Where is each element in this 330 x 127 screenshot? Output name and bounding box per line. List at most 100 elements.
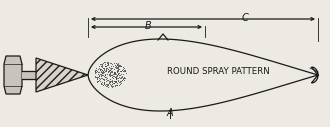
Point xyxy=(100,70,106,72)
Point xyxy=(100,78,105,80)
Point xyxy=(95,71,100,73)
Point xyxy=(111,62,116,64)
Point xyxy=(99,83,104,85)
Polygon shape xyxy=(36,58,88,92)
Point xyxy=(94,78,100,80)
Point xyxy=(116,81,122,83)
Point xyxy=(117,65,123,67)
Point xyxy=(110,67,115,69)
Point xyxy=(92,71,97,73)
Point xyxy=(113,66,118,68)
Point xyxy=(115,69,120,71)
Point xyxy=(92,69,98,71)
Point xyxy=(112,82,117,84)
Point xyxy=(115,75,120,77)
Point xyxy=(112,73,117,75)
Point xyxy=(123,72,128,74)
Point xyxy=(120,76,125,78)
Point xyxy=(117,77,122,80)
Point xyxy=(108,81,113,83)
Polygon shape xyxy=(4,56,22,94)
Point xyxy=(105,62,110,64)
Point xyxy=(94,77,99,79)
Point xyxy=(93,76,98,78)
Point xyxy=(112,66,117,68)
Point xyxy=(100,74,105,76)
Point xyxy=(106,63,111,65)
Point xyxy=(121,77,127,79)
Point xyxy=(119,75,125,77)
Point xyxy=(113,72,118,74)
Point xyxy=(113,76,118,78)
Point xyxy=(111,82,116,84)
Point xyxy=(98,69,103,71)
Point xyxy=(115,84,120,86)
Point xyxy=(107,78,113,80)
Point xyxy=(112,72,117,74)
Point xyxy=(108,65,114,67)
Point xyxy=(108,83,113,85)
Point xyxy=(101,69,107,71)
Point xyxy=(99,74,104,76)
Point xyxy=(113,77,118,79)
Point xyxy=(101,84,106,86)
Point xyxy=(121,69,127,71)
Point xyxy=(109,67,114,69)
Point xyxy=(118,70,124,73)
Point xyxy=(105,84,110,86)
Point xyxy=(93,71,99,73)
Point xyxy=(119,70,124,72)
Point xyxy=(103,76,109,78)
Point xyxy=(115,66,120,68)
Point xyxy=(106,64,111,66)
Point xyxy=(107,82,112,84)
Point xyxy=(116,70,121,72)
Point xyxy=(100,71,105,73)
Point xyxy=(114,82,119,84)
Point xyxy=(102,73,108,75)
Point xyxy=(92,72,97,74)
Point xyxy=(92,75,97,77)
Point xyxy=(113,80,118,82)
Point xyxy=(108,78,113,80)
Point xyxy=(120,79,125,81)
Point xyxy=(118,80,123,82)
Point xyxy=(107,70,112,72)
Point xyxy=(98,65,104,67)
Point xyxy=(108,80,113,82)
Point xyxy=(123,70,128,72)
Point xyxy=(101,67,106,69)
Point xyxy=(95,80,100,82)
Polygon shape xyxy=(88,39,318,111)
Point xyxy=(99,64,104,66)
Point xyxy=(115,74,120,76)
Point xyxy=(110,85,115,87)
Point xyxy=(117,80,123,82)
Point xyxy=(99,72,105,74)
Point xyxy=(110,70,115,72)
Point xyxy=(122,70,127,73)
Point xyxy=(108,70,114,72)
Point xyxy=(112,70,117,73)
Point xyxy=(99,72,104,74)
Point xyxy=(102,74,108,76)
Point xyxy=(116,65,122,67)
Point xyxy=(109,62,114,64)
Point xyxy=(113,77,118,80)
Point xyxy=(122,70,128,72)
Point xyxy=(112,80,117,82)
Point xyxy=(112,75,117,77)
Point xyxy=(102,81,107,83)
Point xyxy=(103,84,108,86)
Point xyxy=(118,65,123,67)
Point xyxy=(95,76,101,78)
Point xyxy=(93,70,98,72)
Point xyxy=(96,65,102,67)
Point xyxy=(103,65,108,67)
Point xyxy=(112,73,117,75)
Point xyxy=(115,84,120,86)
Point xyxy=(104,79,109,81)
Point xyxy=(103,69,109,71)
Point xyxy=(104,85,110,87)
Point xyxy=(106,80,112,82)
